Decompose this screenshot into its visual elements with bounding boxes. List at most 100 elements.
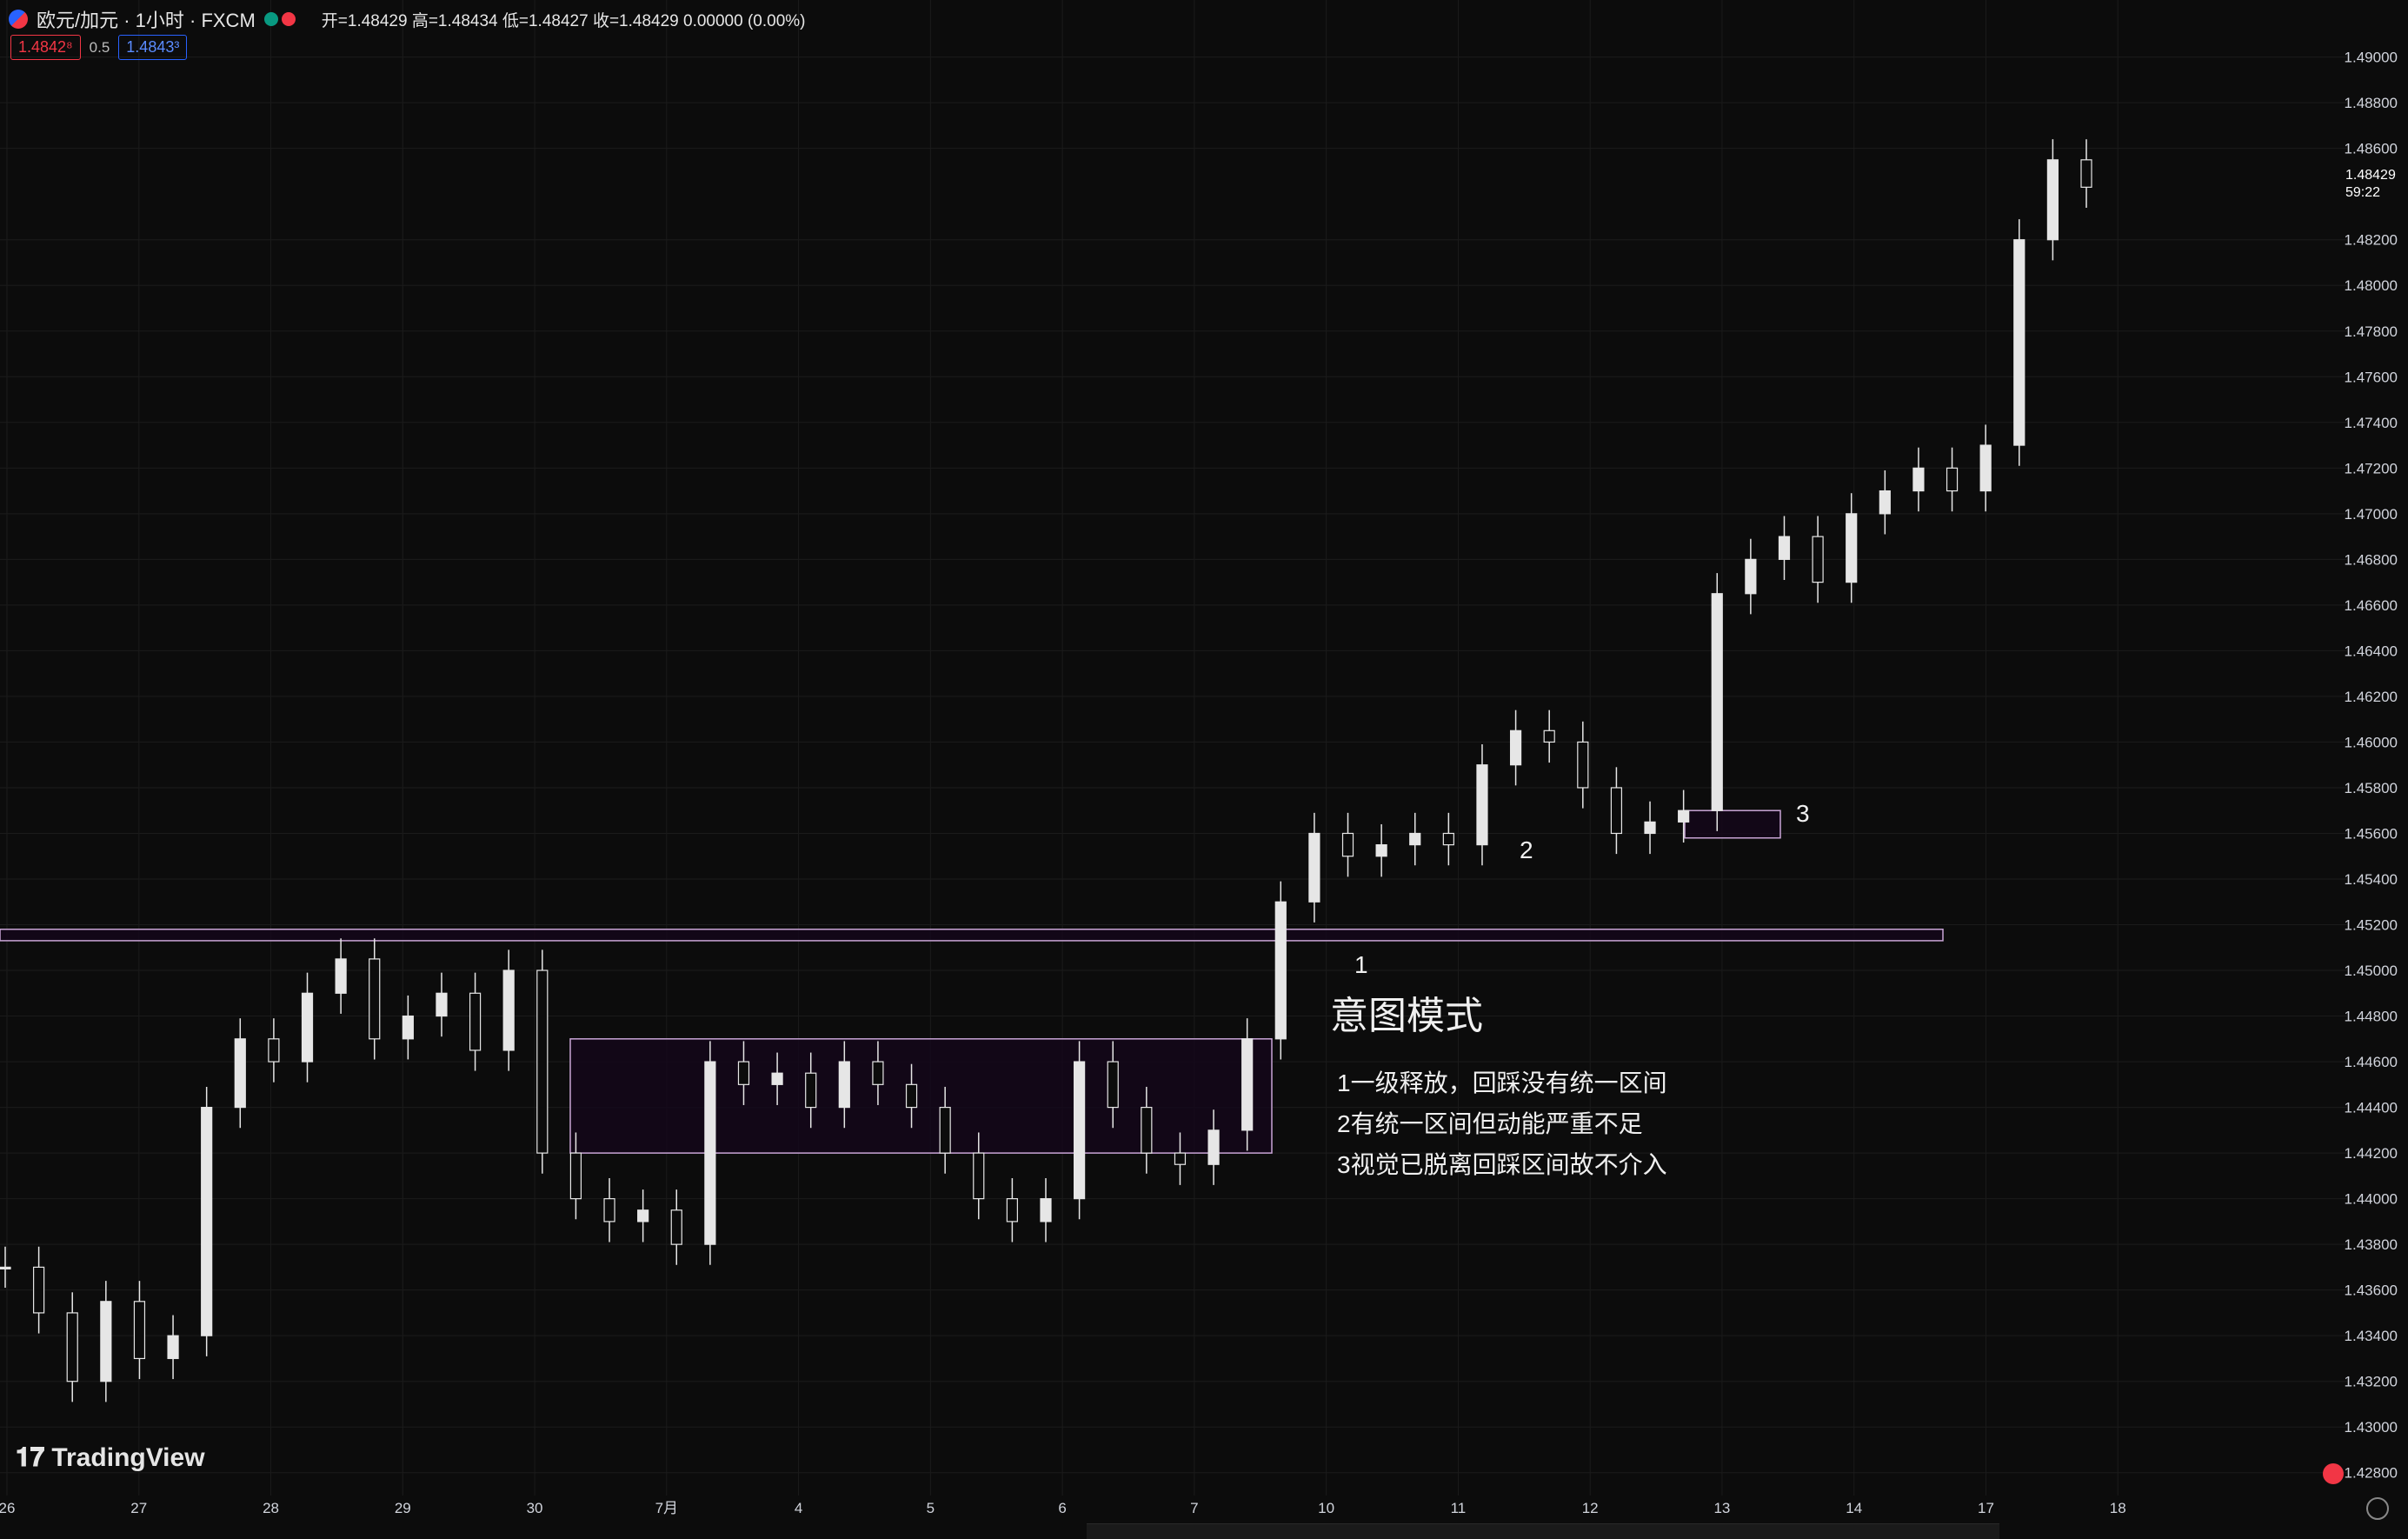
candle-body: [335, 958, 347, 994]
annotation-line: 3视觉已脱离回踩区间故不介入: [1337, 1151, 1667, 1178]
y-tick-label: 1.46200: [2345, 689, 2398, 705]
symbol-title[interactable]: 欧元/加元 · 1小时 · FXCM: [37, 10, 256, 31]
candle-body: [0, 1266, 11, 1270]
ohlc-values: 开=1.48429 高=1.48434 低=1.48427 收=1.48429 …: [321, 11, 806, 30]
settings-icon[interactable]: [2366, 1497, 2389, 1520]
candle-body: [1577, 741, 1589, 789]
candle-body: [100, 1301, 112, 1382]
x-tick-label: 10: [1318, 1500, 1334, 1516]
candle-body: [66, 1312, 78, 1382]
y-tick-label: 1.47400: [2345, 415, 2398, 431]
y-tick-label: 1.49000: [2345, 50, 2398, 66]
candle-body: [1308, 832, 1320, 903]
candle-body: [1074, 1061, 1086, 1200]
candle-body: [436, 992, 448, 1017]
x-tick-label: 11: [1451, 1500, 1467, 1516]
candle-body: [1812, 536, 1824, 583]
tradingview-logo[interactable]: 𝟏𝟕 TradingView: [16, 1443, 205, 1473]
x-tick-label: 4: [795, 1500, 802, 1516]
y-tick-label: 1.44400: [2345, 1100, 2398, 1116]
candles-layer: [0, 139, 2092, 1402]
candle-body: [1543, 730, 1555, 743]
candle-body: [838, 1061, 850, 1109]
y-tick-label: 1.48800: [2345, 95, 2398, 111]
y-tick-label: 1.45600: [2345, 825, 2398, 842]
candle-body: [1174, 1152, 1187, 1165]
x-tick-label: 18: [2110, 1500, 2126, 1516]
candle-body: [268, 1038, 280, 1063]
candle-body: [1107, 1061, 1119, 1109]
candle-body: [1610, 787, 1623, 835]
candle-body: [737, 1061, 750, 1085]
record-icon[interactable]: [2323, 1463, 2344, 1484]
candle-body: [201, 1106, 213, 1336]
zone-rect: [569, 1038, 1273, 1154]
candle-body: [1476, 764, 1488, 846]
y-tick-label: 1.47800: [2345, 323, 2398, 340]
symbol-header[interactable]: 欧元/加元 · 1小时 · FXCM 开=1.48429 高=1.48434 低…: [9, 5, 806, 33]
candle-body: [1846, 513, 1858, 583]
y-tick-label: 1.44000: [2345, 1191, 2398, 1208]
candle-body: [2046, 159, 2059, 241]
candle-body: [569, 1152, 582, 1200]
tradingview-icon: 𝟏𝟕: [16, 1443, 45, 1472]
candle-body: [33, 1266, 45, 1314]
candle-body: [872, 1061, 884, 1085]
candle-body: [1375, 844, 1387, 857]
sell-button[interactable]: 1.4842⁸: [10, 35, 81, 60]
candle-body: [301, 992, 314, 1063]
candle-body: [133, 1301, 146, 1360]
candle-body: [167, 1335, 179, 1360]
zones-layer: [0, 809, 1944, 1154]
candle-body: [502, 969, 515, 1051]
time-axis[interactable]: 26 27 28 29 30 7月 4 5 6 7 10 11 12 13 14 17 18: [0, 1500, 2126, 1516]
annotation-line: 2有统一区间但动能严重不足: [1337, 1110, 1643, 1137]
x-tick-label: 17: [1978, 1500, 1994, 1516]
y-tick-label: 1.45000: [2345, 963, 2398, 979]
x-tick-label: 29: [395, 1500, 411, 1516]
x-tick-label: 26: [0, 1500, 15, 1516]
annotation-line: 1一级释放，回踩没有统一区间: [1337, 1069, 1667, 1096]
candle-body: [1678, 809, 1690, 823]
y-tick-label: 1.47200: [2345, 460, 2398, 476]
candle-body: [905, 1083, 918, 1109]
drawing-toolbar[interactable]: [1087, 1523, 1999, 1539]
x-tick-label: 7月: [655, 1500, 678, 1516]
y-tick-label: 1.48600: [2345, 141, 2398, 157]
candle-body: [1509, 730, 1522, 766]
zone-rect: [1684, 809, 1781, 839]
y-tick-label: 1.45800: [2345, 780, 2398, 796]
x-tick-label: 12: [1582, 1500, 1599, 1516]
candle-body: [603, 1198, 615, 1223]
quote-panel[interactable]: 1.4842⁸ 0.5 1.4843³: [10, 35, 188, 60]
y-tick-label: 1.43400: [2345, 1328, 2398, 1344]
candle-body: [2013, 239, 2026, 446]
y-tick-label: 1.46400: [2345, 643, 2398, 659]
y-tick-label: 1.42800: [2345, 1465, 2398, 1482]
x-tick-label: 14: [1846, 1500, 1862, 1516]
candle-body: [469, 992, 482, 1051]
candle-body: [939, 1106, 951, 1154]
candle-body: [402, 1015, 414, 1040]
candle-body: [1006, 1198, 1018, 1223]
candle-body: [670, 1209, 682, 1245]
candle-body: [805, 1072, 817, 1109]
chart-grid: [0, 0, 2347, 1496]
y-tick-label: 1.44600: [2345, 1054, 2398, 1070]
candle-body: [1644, 821, 1656, 835]
candle-body: [234, 1038, 246, 1109]
candle-body: [637, 1209, 649, 1223]
x-tick-label: 27: [130, 1500, 147, 1516]
candle-body: [1912, 467, 1925, 492]
buy-button[interactable]: 1.4843³: [118, 35, 188, 60]
x-tick-label: 7: [1190, 1500, 1198, 1516]
candle-body: [1241, 1038, 1254, 1131]
y-tick-label: 1.45200: [2345, 917, 2398, 934]
wave-icon: [281, 12, 296, 26]
zone-rect: [0, 929, 1944, 942]
candle-body: [1745, 558, 1757, 595]
candle-body: [1778, 536, 1791, 560]
candle-body: [369, 958, 381, 1040]
price-axis[interactable]: 1.49000 1.48800 1.48600 1.48200 1.48000 1.478…: [2345, 50, 2398, 1482]
